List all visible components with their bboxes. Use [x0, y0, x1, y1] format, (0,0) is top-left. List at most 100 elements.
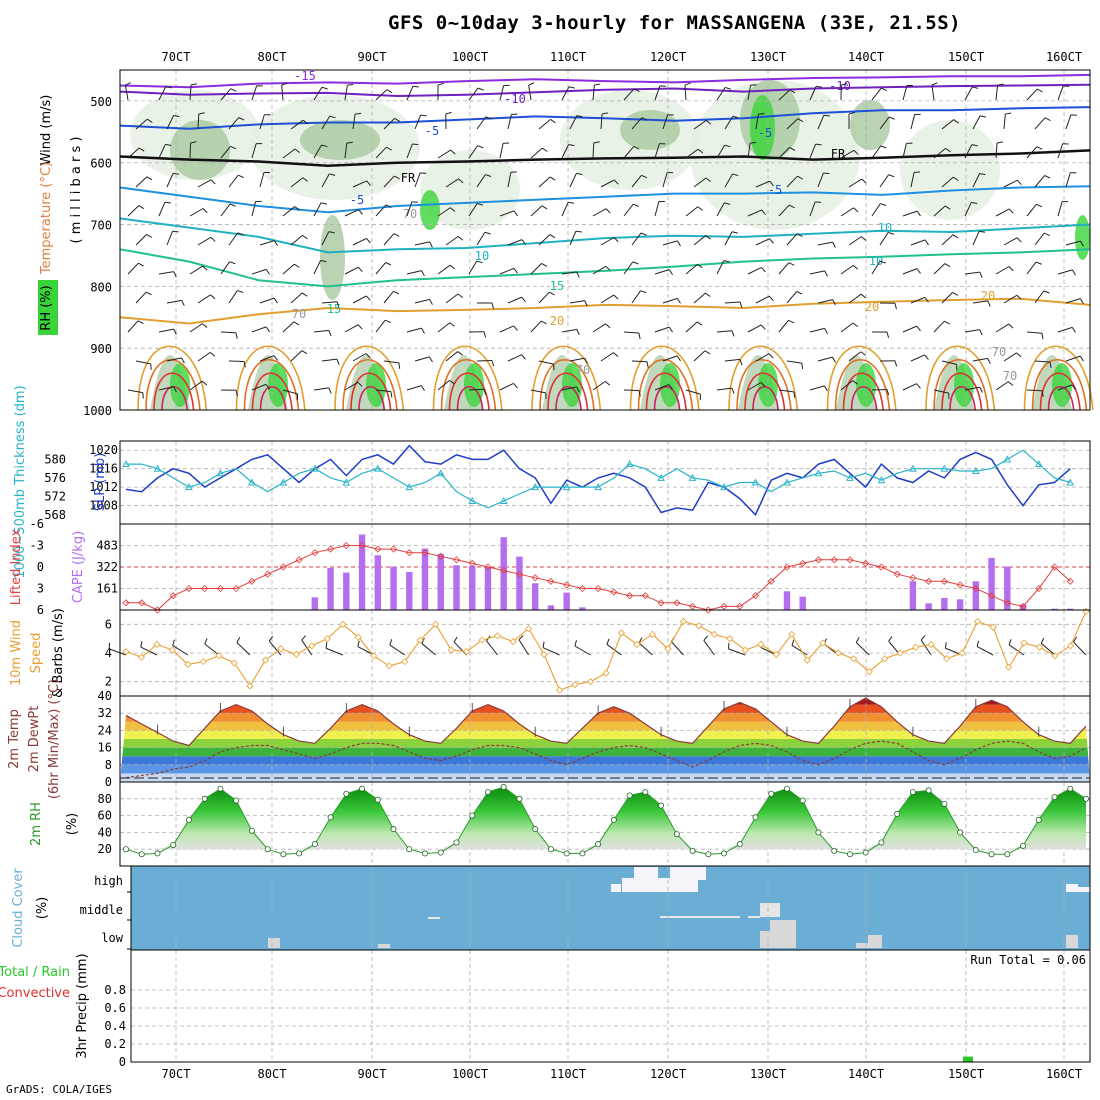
wind-tick-label: 6 — [105, 617, 112, 631]
temp-loop — [448, 372, 490, 411]
rh-marker — [500, 784, 507, 791]
cape-bar — [390, 566, 397, 610]
wind-barb — [166, 357, 185, 364]
rh-marker — [815, 829, 822, 836]
thickness-marker — [436, 469, 445, 477]
wind-barb — [1057, 201, 1069, 217]
lifted-index-marker — [421, 549, 429, 557]
wind-barb — [972, 230, 986, 246]
wind-barb — [778, 146, 796, 159]
wind-barb — [468, 145, 484, 159]
wind-barb — [941, 360, 958, 371]
contour-label: 10 — [878, 221, 892, 235]
wind-speed-marker — [788, 630, 796, 638]
x-tick-label-top: 70CT — [162, 50, 191, 64]
x-tick-label-top: 100CT — [452, 50, 488, 64]
wind-barb — [135, 118, 153, 130]
wind-barb — [282, 389, 298, 400]
temp-loop — [456, 385, 484, 411]
temp-band — [120, 704, 1090, 714]
cape-bar — [783, 591, 791, 610]
wind-barb — [477, 302, 495, 309]
lifted-index-marker — [720, 602, 728, 610]
wind-barb — [964, 86, 979, 101]
wind-barb — [778, 319, 795, 333]
wind-speed-marker — [648, 630, 657, 638]
wind-barb — [1065, 355, 1084, 362]
temp-loop — [334, 345, 405, 411]
wind-barb — [685, 389, 701, 401]
wind-barb — [321, 301, 340, 308]
lifted-index-marker — [751, 592, 760, 600]
wind-barb — [693, 235, 711, 246]
wind-barb — [197, 294, 216, 304]
wind-barb — [631, 290, 647, 304]
wind-barb — [282, 263, 300, 275]
wind-barb — [158, 143, 172, 159]
lifted-index-marker — [405, 549, 413, 557]
wind-barb-10m — [389, 639, 405, 656]
wind-speed-marker — [757, 640, 765, 648]
cloud-level-label: middle — [80, 903, 123, 917]
wind-speed-marker — [664, 645, 672, 653]
wind-barb — [259, 297, 278, 304]
cape-bar — [358, 534, 366, 610]
wind-barb — [964, 386, 983, 393]
wind-barb — [662, 114, 674, 130]
lifted-index-marker — [688, 602, 697, 610]
wind-barb — [313, 202, 328, 217]
rh-shading — [320, 215, 345, 300]
wind-barb — [872, 331, 890, 338]
wind-speed-marker — [137, 653, 146, 661]
wind-barb — [135, 291, 152, 304]
wind-barb — [809, 201, 822, 217]
temp-tick-label: 40 — [98, 689, 112, 703]
wind-barb — [197, 179, 216, 188]
precip-bar — [962, 1056, 973, 1062]
wind-barb — [817, 241, 836, 248]
wind-speed-marker — [199, 658, 207, 666]
wind-barb — [352, 295, 371, 304]
wind-barb — [499, 267, 518, 275]
rh-marker — [532, 826, 539, 833]
rh-fill — [126, 787, 1086, 850]
lifted-index-marker — [814, 556, 823, 564]
li-tick-label: -3 — [30, 539, 44, 553]
thickness-marker — [1034, 460, 1043, 468]
thickness-marker — [1003, 455, 1012, 463]
wind-barb — [786, 118, 804, 130]
rh-marker — [1004, 851, 1011, 858]
wind-barb — [747, 141, 757, 159]
rh-shading — [300, 120, 380, 160]
wind-barb-10m — [1073, 636, 1087, 656]
cloud-patch — [868, 935, 882, 948]
wind-barb — [499, 210, 518, 217]
lifted-index-marker — [1003, 599, 1011, 607]
rh-marker — [783, 785, 790, 792]
temp-band — [120, 764, 1090, 774]
contour-label: -10 — [504, 92, 526, 106]
temp-tick-label: 16 — [98, 741, 112, 755]
li-tick-label: -6 — [30, 517, 44, 531]
wind-barb-10m — [976, 640, 994, 656]
wind-barb — [755, 113, 765, 130]
lifted-index-marker — [295, 556, 303, 564]
lifted-index-marker — [956, 581, 964, 589]
wind-barb — [282, 148, 301, 159]
cloud-patch — [378, 944, 390, 948]
wind-barb — [848, 293, 867, 304]
cape-bar — [909, 581, 917, 610]
cloud-patch — [760, 931, 770, 948]
wind-barb — [220, 88, 237, 101]
thickness-marker — [720, 483, 728, 491]
wind-barb — [530, 320, 547, 333]
y-axis-label-rh-percent: (%) — [65, 813, 80, 836]
rh-shading — [170, 120, 230, 180]
wind-barb — [538, 176, 556, 188]
thickness-marker — [971, 466, 980, 474]
wind-barb-10m — [325, 642, 343, 656]
wind-barb — [910, 296, 929, 304]
wind-barb — [383, 175, 400, 188]
wind-speed-marker — [416, 636, 424, 644]
